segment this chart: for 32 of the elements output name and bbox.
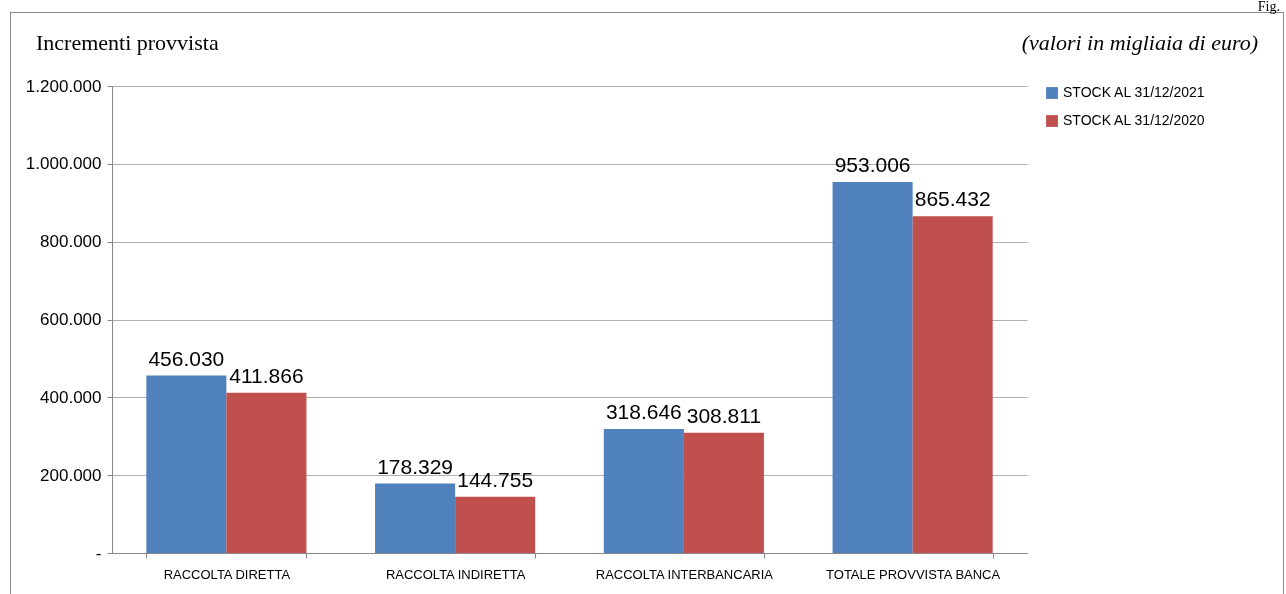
y-tick-label: 600.000 (40, 310, 102, 329)
x-tick-label: RACCOLTA DIRETTA (163, 566, 291, 582)
bar (455, 496, 536, 553)
bar (375, 483, 456, 553)
bar (912, 216, 993, 553)
chart-title: Incrementi provvista (36, 30, 219, 56)
bar (832, 182, 913, 553)
y-tick-label: - (95, 543, 102, 563)
y-tick-label: 800.000 (40, 232, 102, 252)
data-label: 865.432 (914, 187, 991, 211)
y-tick-label: 200.000 (40, 465, 102, 485)
data-label: 178.329 (377, 454, 454, 478)
text: Fig. (1257, 0, 1280, 14)
y-tick-label: 400.000 (40, 387, 102, 407)
bar (226, 392, 307, 553)
data-label: 318.646 (605, 399, 682, 423)
bar (146, 375, 227, 553)
bar (683, 432, 764, 553)
x-tick-label: RACCOLTA INDIRETTA (385, 566, 526, 582)
x-tick-label: TOTALE PROVVISTA BANCA (826, 566, 1001, 582)
x-tick-label: RACCOLTA INTERBANCARIA (595, 566, 774, 582)
data-label: 456.030 (148, 346, 225, 370)
y-tick-label: 1.000.000 (25, 154, 102, 174)
bar (603, 428, 684, 553)
data-label: 953.006 (834, 153, 911, 177)
text: (valori in migliaia di euro) (1021, 30, 1258, 56)
data-label: 144.755 (457, 467, 534, 491)
data-label: 411.866 (229, 363, 304, 387)
y-tick-label: 1.200.000 (25, 76, 102, 96)
legend-label: STOCK AL 31/12/2020 (1063, 112, 1205, 128)
legend-label: STOCK AL 31/12/2021 (1063, 84, 1205, 100)
data-label: 308.811 (686, 403, 762, 427)
